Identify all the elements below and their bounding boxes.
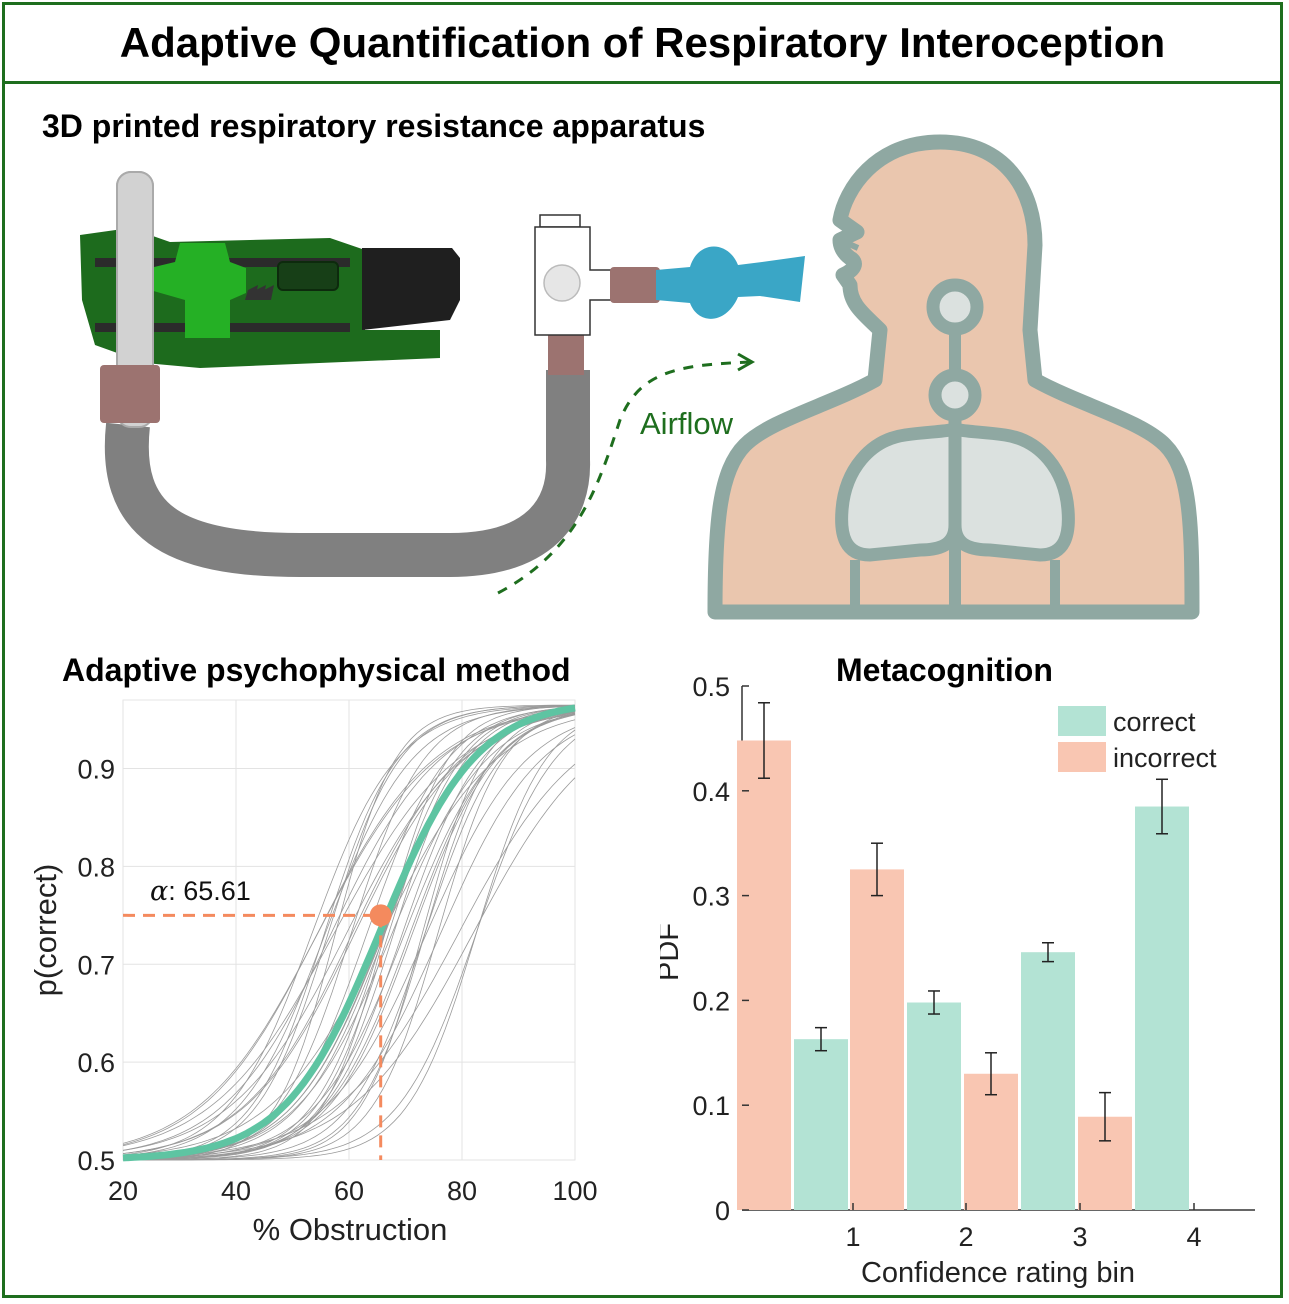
x-axis-label: Confidence rating bin — [861, 1257, 1135, 1289]
bars — [737, 740, 1189, 1210]
legend-swatch-incorrect — [1058, 742, 1106, 772]
bar-correct — [907, 1002, 961, 1210]
figure-title: Adaptive Quantification of Respiratory I… — [119, 19, 1166, 66]
brown-connector-right — [610, 267, 660, 303]
alpha-value: : 65.61 — [168, 876, 251, 906]
participant-curve — [123, 711, 576, 1161]
y-axis-label: PDF — [660, 923, 685, 981]
y-tick-label: 0 — [715, 1196, 730, 1226]
legend: correct incorrect — [1058, 706, 1217, 773]
y-tick-label: 0.3 — [692, 882, 730, 912]
x-tick-label: 2 — [958, 1222, 973, 1252]
error-bars — [758, 702, 1168, 1142]
y-tick-label: 0.5 — [77, 1146, 115, 1176]
bar-correct — [794, 1039, 848, 1210]
bar-incorrect — [850, 869, 904, 1210]
gray-hose — [104, 370, 591, 577]
bar-incorrect — [964, 1073, 1018, 1210]
human-respiratory-icon — [707, 134, 1200, 620]
y-tick-labels: 0 0.1 0.2 0.3 0.4 0.5 — [692, 672, 749, 1226]
legend-label-correct: correct — [1113, 707, 1196, 737]
legend-label-incorrect: incorrect — [1113, 743, 1217, 773]
psychometric-plot: α: 65.61 20 40 60 80 100 0.5 0.6 0.7 0.8 0.9 % O… — [28, 699, 598, 1247]
bar-correct — [1021, 952, 1075, 1210]
brown-connector-left — [100, 365, 160, 423]
apparatus-heading: 3D printed respiratory resistance appara… — [42, 108, 706, 144]
title-bar: Adaptive Quantification of Respiratory I… — [2, 2, 1283, 84]
x-tick-labels: 20 40 60 80 100 — [108, 1176, 598, 1206]
y-tick-label: 0.8 — [77, 852, 115, 882]
y-tick-label: 0.4 — [692, 777, 730, 807]
y-tick-labels: 0.5 0.6 0.7 0.8 0.9 — [77, 755, 115, 1176]
mouthpiece-icon — [656, 246, 805, 319]
legend-swatch-correct — [1058, 706, 1106, 736]
participant-curve — [122, 705, 576, 1156]
x-axis-label: % Obstruction — [253, 1212, 448, 1247]
y-tick-label: 0.5 — [692, 672, 730, 702]
participant-curve — [122, 705, 576, 1157]
bar-incorrect — [737, 740, 791, 1210]
participant-curve — [122, 763, 576, 1159]
alpha-symbol: α — [150, 876, 168, 907]
airflow-label: Airflow — [640, 406, 734, 441]
mean-psychometric-curve — [122, 704, 576, 1162]
metacognition-heading: Metacognition — [836, 652, 1053, 688]
psychometric-heading: Adaptive psychophysical method — [62, 652, 571, 688]
participant-curve — [122, 709, 576, 1151]
x-tick-label: 60 — [334, 1176, 364, 1206]
x-tick-labels: 1 2 3 4 — [845, 1203, 1202, 1252]
participant-curve — [123, 705, 576, 1161]
bar-correct — [1135, 806, 1189, 1210]
x-tick-label: 80 — [447, 1176, 477, 1206]
x-tick-label: 1 — [845, 1222, 860, 1252]
x-tick-label: 4 — [1186, 1222, 1201, 1252]
y-tick-label: 0.2 — [692, 986, 730, 1016]
metacognition-chart: 0 0.1 0.2 0.3 0.4 0.5 1 2 3 4 correct incorrect C… — [660, 672, 1255, 1289]
y-tick-label: 0.7 — [77, 950, 115, 980]
x-tick-label: 100 — [552, 1176, 597, 1206]
brown-connector-bottom — [548, 335, 584, 375]
y-tick-label: 0.1 — [692, 1091, 730, 1121]
y-axis-label: p(correct) — [28, 864, 63, 997]
alpha-annotation: α: 65.61 — [150, 876, 251, 907]
participant-curve — [122, 713, 576, 1160]
x-tick-label: 40 — [221, 1176, 251, 1206]
y-tick-label: 0.9 — [77, 755, 115, 785]
participant-curve — [122, 727, 576, 1160]
apparatus-illustration: Airflow — [80, 134, 1200, 620]
resistance-device-icon — [80, 228, 460, 368]
y-tick-label: 0.6 — [77, 1048, 115, 1078]
valve-icon — [534, 214, 613, 336]
x-tick-label: 3 — [1072, 1222, 1087, 1252]
threshold-marker — [369, 904, 392, 927]
x-tick-label: 20 — [108, 1176, 138, 1206]
airflow-arrow — [497, 360, 751, 595]
participant-curve — [122, 734, 576, 1160]
